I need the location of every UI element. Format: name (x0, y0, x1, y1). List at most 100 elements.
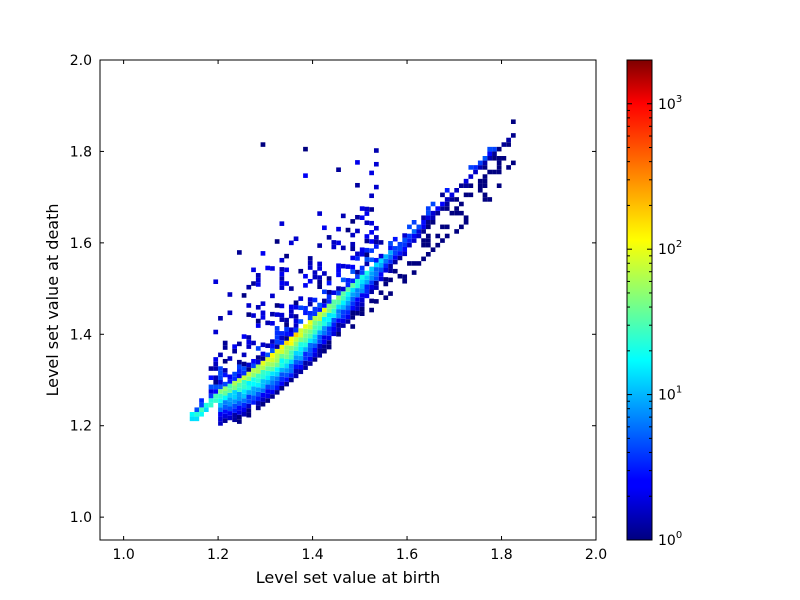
histogram-cell (312, 325, 318, 330)
histogram-cell (454, 210, 460, 216)
histogram-cell (293, 314, 299, 319)
histogram-cell (444, 201, 450, 207)
histogram-cell (246, 390, 252, 395)
histogram-cell (251, 386, 256, 391)
histogram-cell (265, 352, 271, 358)
histogram-cell (232, 403, 237, 409)
histogram-cell (293, 373, 299, 379)
x-axis-ticks: 1.0 1.2 1.4 1.6 1.8 2.0 (112, 60, 607, 563)
histogram-cell (350, 310, 356, 316)
histogram-cell (359, 306, 365, 312)
histogram-cell (260, 251, 266, 256)
histogram-cell (364, 279, 370, 285)
histogram-cell (331, 317, 337, 323)
histogram-cell (236, 419, 242, 424)
histogram-cell (274, 376, 280, 381)
histogram-cell (255, 282, 261, 287)
histogram-cell (208, 389, 214, 394)
histogram-cell (402, 246, 408, 252)
histogram-cell (355, 288, 360, 293)
histogram-cell (293, 327, 299, 333)
histogram-cell (350, 255, 356, 261)
histogram-cell (454, 197, 460, 202)
histogram-cell (355, 301, 360, 307)
histogram-cell (274, 348, 280, 354)
histogram-cell (293, 355, 299, 360)
histogram-cell (411, 229, 417, 234)
histogram-cell (222, 404, 228, 410)
histogram-cell (373, 280, 379, 286)
histogram-cell (303, 365, 308, 370)
histogram-cell (331, 331, 337, 337)
histogram-cell (340, 300, 346, 306)
histogram-cell (236, 387, 242, 392)
histogram-cell (317, 343, 323, 349)
histogram-cell (222, 409, 228, 414)
y-tick-label: 2.0 (70, 53, 92, 69)
histogram-cell (236, 414, 242, 420)
histogram-cell (260, 388, 266, 393)
histogram-cell (364, 275, 370, 280)
histogram-cell (373, 267, 379, 272)
histogram-cell (255, 323, 261, 328)
histogram-cell (251, 381, 256, 387)
histogram-cell (317, 330, 323, 335)
histogram-cell (373, 161, 379, 167)
histogram-cell (284, 345, 289, 350)
histogram-cell (270, 394, 275, 399)
histogram-cell (241, 402, 247, 408)
histogram-cell (388, 291, 393, 296)
histogram-cell (232, 371, 237, 377)
histogram-cell (203, 402, 209, 408)
histogram-cell (340, 314, 346, 319)
colorbar-ticks: 100 101 102 103 (627, 59, 682, 549)
histogram-cell (222, 386, 228, 391)
histogram-cell (303, 347, 308, 352)
histogram-cell (303, 283, 308, 288)
histogram-cell (307, 256, 313, 261)
histogram-cell (288, 327, 294, 332)
histogram-cell (227, 292, 233, 297)
histogram-cell (232, 376, 237, 381)
histogram-cell (246, 371, 252, 377)
histogram-cell (307, 329, 313, 334)
histogram-cell (293, 346, 299, 351)
histogram-cell (218, 421, 223, 426)
histogram-cell (430, 220, 436, 225)
histogram-cell (303, 324, 308, 329)
histogram-cell (236, 401, 242, 406)
histogram-cell (284, 354, 289, 359)
histogram-cell (355, 292, 360, 298)
histogram-cell (222, 358, 228, 364)
histogram-cell (388, 245, 393, 251)
histogram-cell (279, 317, 285, 322)
histogram-cell (312, 311, 318, 316)
histogram-cell (322, 335, 327, 340)
histogram-cell (350, 324, 356, 329)
histogram-cell (350, 219, 356, 224)
histogram-cell (279, 381, 285, 386)
histogram-cell (307, 310, 313, 316)
histogram-cell (373, 285, 379, 290)
histogram-cell (326, 280, 332, 286)
histogram-cell (284, 331, 289, 337)
histogram-cell (270, 266, 275, 271)
histogram-cell (364, 206, 370, 212)
colorbar-tick-label: 100 (658, 530, 682, 549)
histogram-cell (260, 315, 266, 320)
y-axis-label: Level set value at death (43, 203, 62, 396)
histogram-cell (388, 268, 393, 274)
histogram-cell (430, 210, 436, 216)
histogram-cell (284, 322, 289, 327)
histogram-cell (260, 383, 266, 389)
histogram-cell (274, 358, 280, 363)
histogram-cell (322, 339, 327, 345)
histogram-cell (416, 233, 422, 239)
histogram-cell (322, 271, 327, 276)
histogram-cell (336, 313, 341, 319)
histogram-cell (416, 224, 422, 230)
histogram-cell (440, 238, 445, 243)
histogram-cell (416, 261, 422, 266)
histogram-cell (255, 373, 261, 379)
histogram-cell (388, 250, 393, 255)
